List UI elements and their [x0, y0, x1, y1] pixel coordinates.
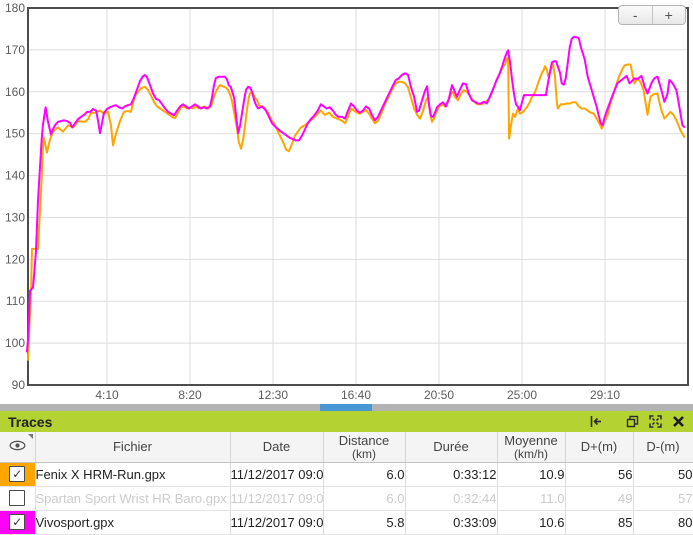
trace-visibility-checkbox[interactable]: ✓: [9, 514, 26, 530]
trace-elevation-gain: 56: [565, 462, 634, 487]
sort-indicator-icon: [27, 434, 33, 439]
svg-text:110: 110: [6, 294, 25, 308]
column-header-d+m[interactable]: D+(m): [565, 432, 634, 463]
svg-text:130: 130: [5, 210, 25, 224]
panel-title: Traces: [8, 413, 53, 430]
svg-text:16:40: 16:40: [341, 388, 371, 402]
trace-visibility-checkbox[interactable]: ✓: [9, 466, 26, 482]
eye-icon: [9, 439, 26, 454]
column-label: Fichier: [112, 438, 152, 454]
trace-color-cell: ✓: [0, 510, 36, 535]
trace-visibility-checkbox[interactable]: [9, 490, 26, 506]
trace-duration: 0:33:09: [405, 510, 498, 535]
column-label: Date: [262, 438, 291, 454]
svg-text:4:10: 4:10: [95, 388, 119, 402]
svg-text:160: 160: [5, 85, 25, 99]
chart-zoom-control: - +: [618, 5, 686, 25]
svg-text:180: 180: [5, 1, 25, 15]
trace-distance: 6.0: [323, 462, 406, 487]
svg-text:140: 140: [5, 169, 25, 183]
trace-distance: 6.0: [323, 486, 406, 511]
trace-color-cell: [0, 486, 36, 511]
heart-rate-chart-area: 90 100 110 120 130 140 150 160 170 180 4:10 8:20 12:…: [0, 0, 693, 404]
column-label: Durée: [433, 438, 469, 454]
trace-file-name: Spartan Sport Wrist HR Baro.gpx: [35, 486, 231, 511]
column-sublabel: (km): [352, 446, 376, 461]
trace-row[interactable]: Spartan Sport Wrist HR Baro.gpx 11/12/201…: [0, 486, 693, 511]
hr-chart[interactable]: 90 100 110 120 130 140 150 160 170 180 4:10 8:20 12:…: [0, 0, 693, 404]
visibility-column-header[interactable]: [0, 432, 36, 463]
trace-row[interactable]: ✓ Fenix X HRM-Run.gpx 11/12/2017 09:0 6.0 0:…: [0, 462, 693, 487]
trace-elevation-gain: 49: [565, 486, 634, 511]
column-header-d-m[interactable]: D-(m): [633, 432, 693, 463]
trace-file-name: Fenix X HRM-Run.gpx: [35, 462, 231, 487]
trace-row[interactable]: ✓ Vivosport.gpx 11/12/2017 09:0 5.8 0:33:09 1…: [0, 510, 693, 535]
column-label: Moyenne: [504, 432, 558, 448]
trace-color-cell: ✓: [0, 462, 36, 487]
scrollbar-thumb[interactable]: [320, 404, 373, 411]
panel-icons: [588, 415, 685, 429]
svg-text:150: 150: [5, 127, 25, 141]
traces-panel-header: Traces: [0, 411, 693, 432]
svg-text:120: 120: [5, 252, 25, 266]
restore-window-icon[interactable]: [625, 415, 639, 429]
trace-file-name: Vivosport.gpx: [35, 510, 231, 535]
trace-date: 11/12/2017 09:0: [230, 486, 324, 511]
column-label: D+(m): [580, 438, 618, 454]
column-header-distance[interactable]: Distance (km): [323, 432, 406, 463]
column-header-date[interactable]: Date: [230, 432, 324, 463]
trace-distance: 5.8: [323, 510, 406, 535]
trace-elevation-loss: 80: [633, 510, 693, 535]
trace-elevation-gain: 85: [565, 510, 634, 535]
chart-horizontal-scrollbar[interactable]: [0, 404, 693, 411]
svg-text:29:10: 29:10: [590, 388, 620, 402]
column-header-moyenne[interactable]: Moyenne (km/h): [497, 432, 566, 463]
collapse-left-icon[interactable]: [588, 415, 602, 429]
column-label: Distance: [338, 432, 390, 448]
trace-duration: 0:33:12: [405, 462, 498, 487]
trace-date: 11/12/2017 09:0: [230, 510, 324, 535]
column-label: D-(m): [646, 438, 680, 454]
trace-average-speed: 11.0: [497, 486, 566, 511]
svg-text:12:30: 12:30: [258, 388, 288, 402]
zoom-out-button[interactable]: -: [632, 7, 638, 23]
trace-elevation-loss: 57: [633, 486, 693, 511]
column-sublabel: (km/h): [514, 446, 548, 461]
svg-text:170: 170: [5, 43, 25, 57]
table-header-row: Fichier Date Distance (km) Durée Moyenne (km/h…: [0, 432, 693, 463]
expand-fullscreen-icon[interactable]: [648, 415, 662, 429]
svg-text:20:50: 20:50: [424, 388, 454, 402]
zoom-in-button[interactable]: +: [651, 6, 686, 24]
svg-text:8:20: 8:20: [178, 388, 202, 402]
traces-table: Fichier Date Distance (km) Durée Moyenne (km/h…: [0, 432, 693, 535]
close-icon[interactable]: [671, 415, 685, 429]
trace-average-speed: 10.6: [497, 510, 566, 535]
svg-text:25:00: 25:00: [507, 388, 537, 402]
svg-text:100: 100: [5, 336, 25, 350]
trace-date: 11/12/2017 09:0: [230, 462, 324, 487]
svg-text:90: 90: [12, 378, 26, 392]
column-header-dure[interactable]: Durée: [405, 432, 498, 463]
trace-average-speed: 10.9: [497, 462, 566, 487]
column-header-fichier[interactable]: Fichier: [35, 432, 231, 463]
trace-duration: 0:32:44: [405, 486, 498, 511]
trace-elevation-loss: 50: [633, 462, 693, 487]
